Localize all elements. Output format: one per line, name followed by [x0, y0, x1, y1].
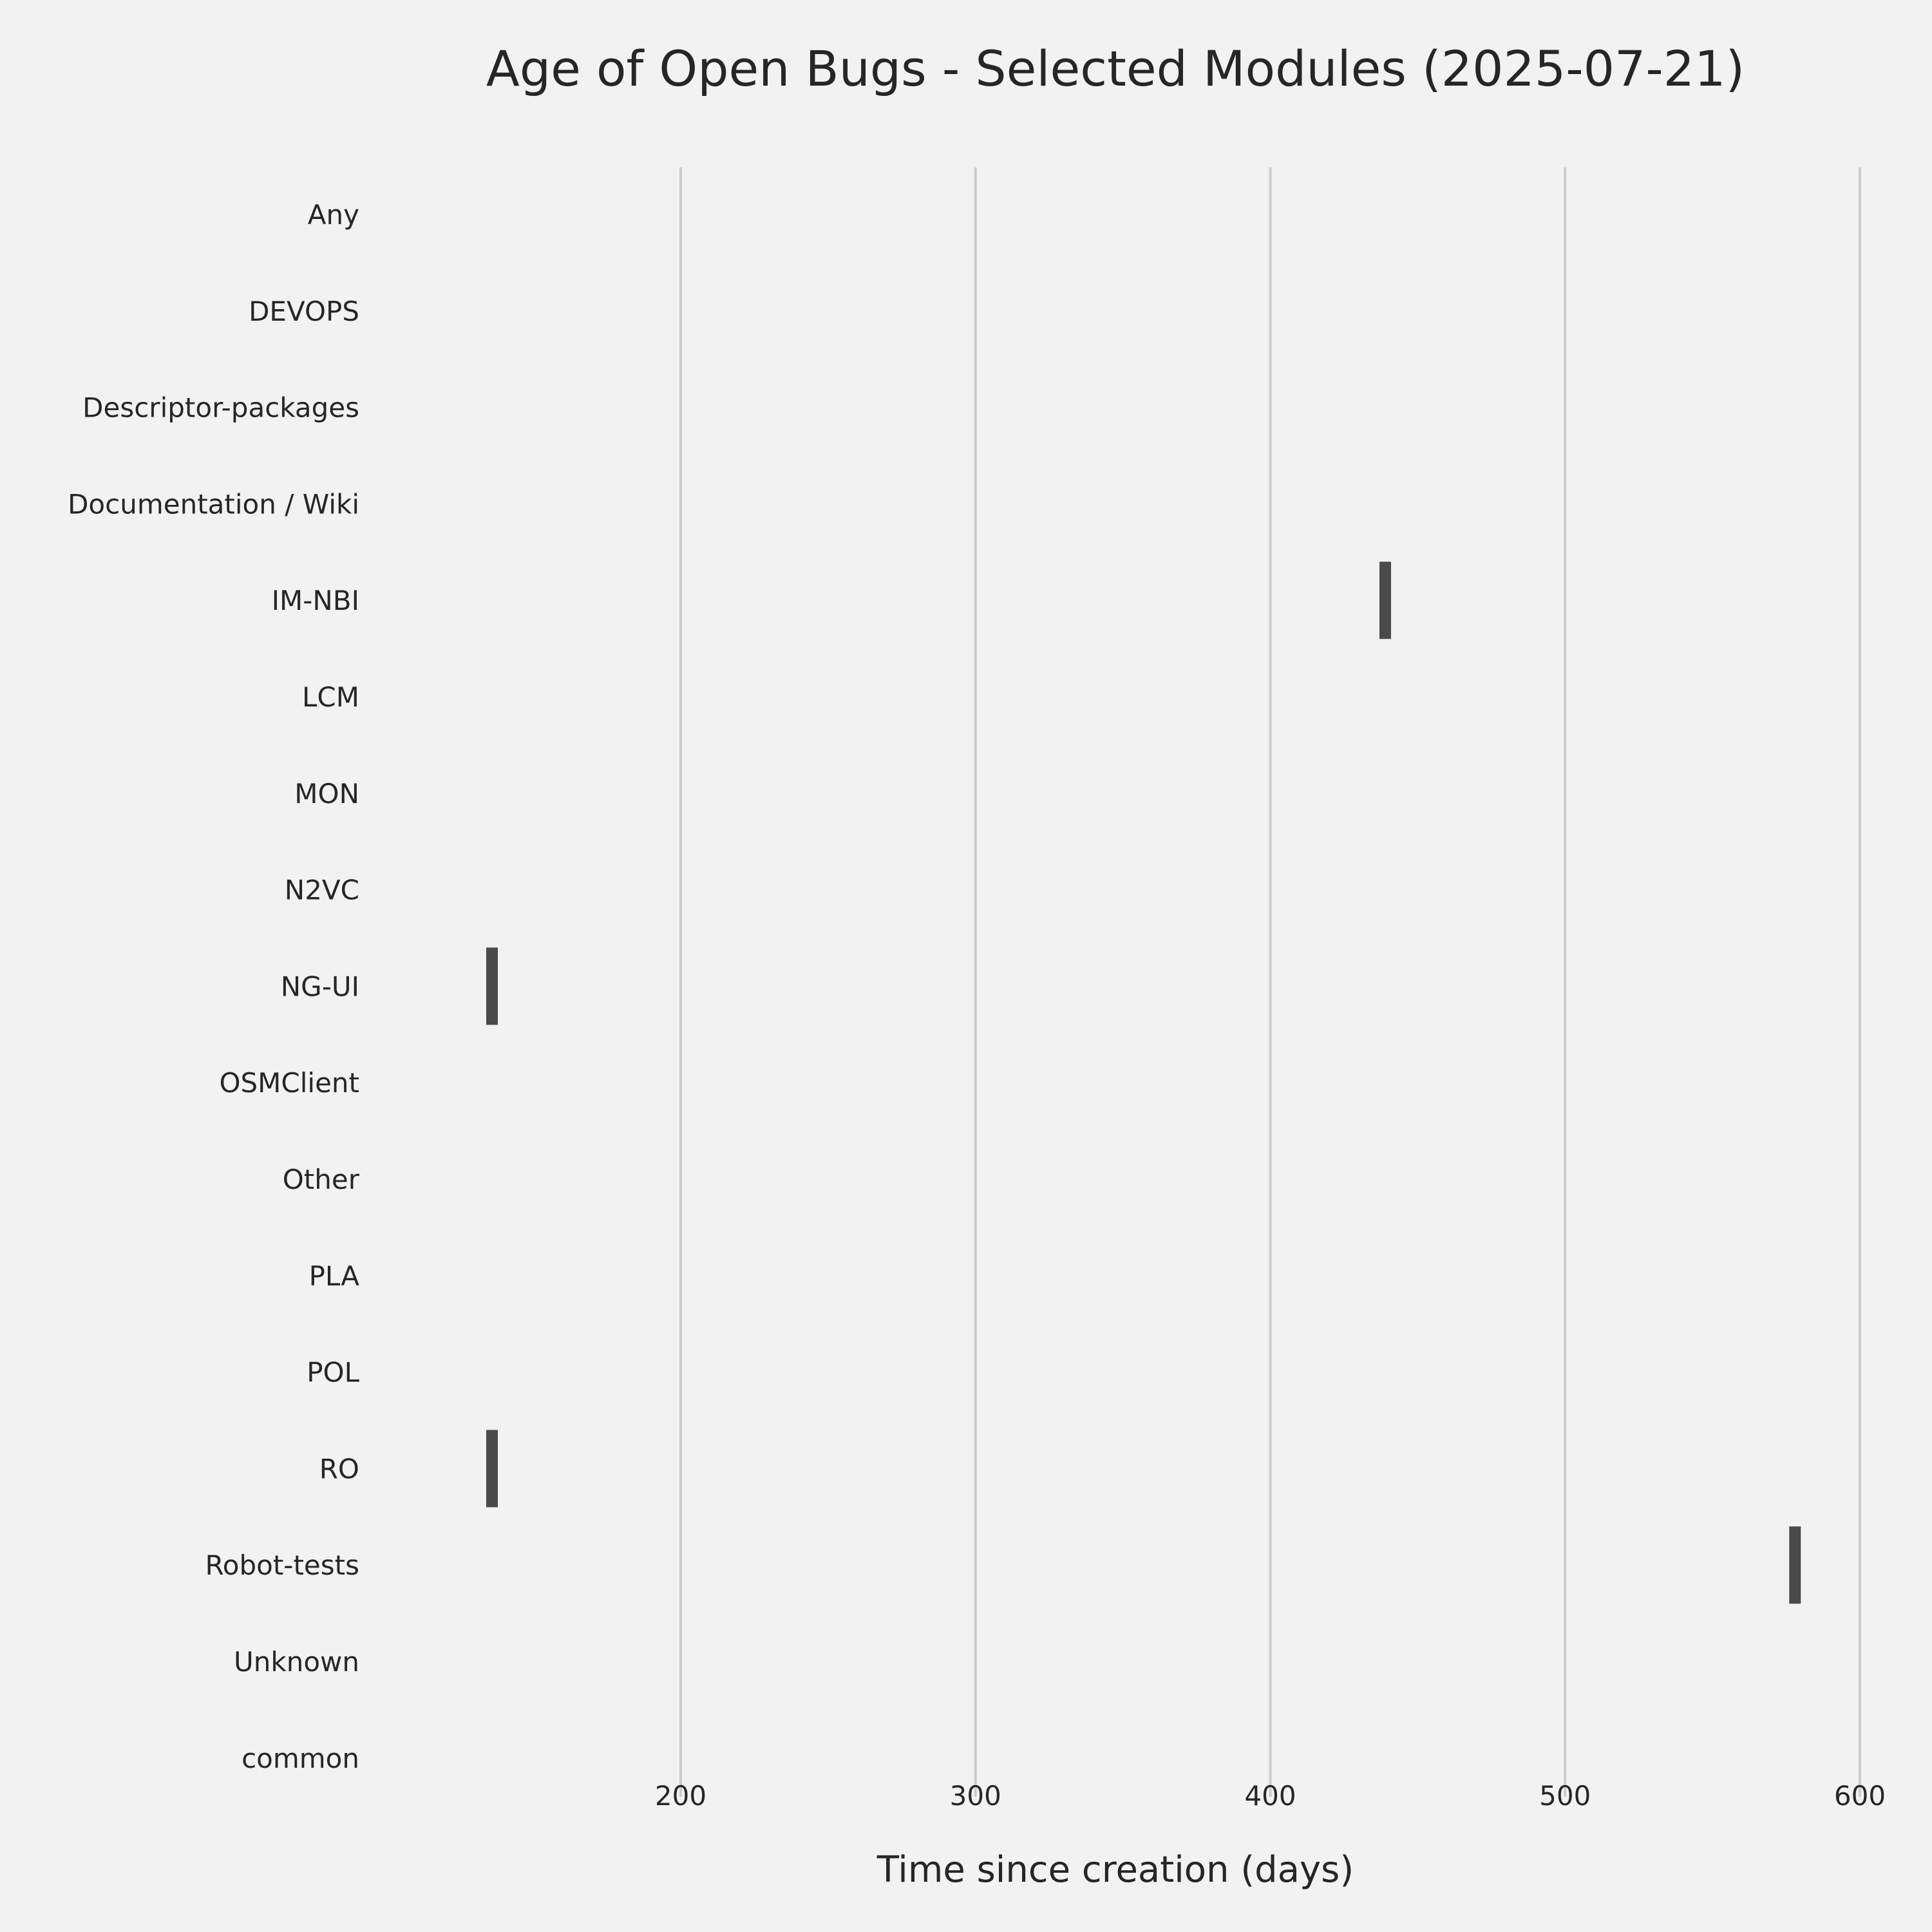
y-tick-label: common: [242, 1743, 359, 1774]
y-tick-label: Descriptor-packages: [82, 392, 359, 424]
grid-lines: [679, 167, 1861, 1797]
y-tick-label: RO: [319, 1453, 359, 1484]
data-mark: [486, 1430, 498, 1508]
data-mark: [1789, 1526, 1801, 1604]
y-tick-label: NG-UI: [281, 971, 359, 1002]
y-tick-label: Other: [283, 1164, 360, 1195]
y-tick-label: Unknown: [234, 1646, 359, 1678]
y-tick-label: Robot-tests: [205, 1549, 359, 1581]
y-tick-labels: Any DEVOPS Descriptor-packages Documentatio…: [68, 199, 360, 1774]
chart-title: Age of Open Bugs - Selected Modules (202…: [486, 40, 1745, 97]
x-tick-label: 200: [655, 1780, 706, 1812]
y-tick-label: OSMClient: [219, 1067, 359, 1099]
y-tick-label: POL: [307, 1357, 359, 1388]
x-tick-label: 600: [1834, 1780, 1886, 1812]
x-tick-labels: 200 300 400 500 600: [655, 1780, 1886, 1812]
y-tick-label: LCM: [302, 681, 359, 713]
y-tick-label: PLA: [309, 1260, 360, 1292]
x-axis-label: Time since creation (days): [876, 1849, 1354, 1891]
y-tick-label: N2VC: [285, 875, 359, 906]
y-tick-label: Documentation / Wiki: [68, 488, 359, 520]
y-tick-label: IM-NBI: [272, 585, 359, 616]
data-marks: [486, 562, 1801, 1604]
data-mark: [1379, 562, 1392, 639]
x-tick-label: 300: [950, 1780, 1001, 1812]
y-tick-label: DEVOPS: [249, 296, 359, 327]
y-tick-label: Any: [308, 199, 359, 231]
x-tick-label: 500: [1539, 1780, 1591, 1812]
x-tick-label: 400: [1244, 1780, 1296, 1812]
y-tick-label: MON: [294, 778, 359, 810]
data-mark: [486, 947, 498, 1025]
